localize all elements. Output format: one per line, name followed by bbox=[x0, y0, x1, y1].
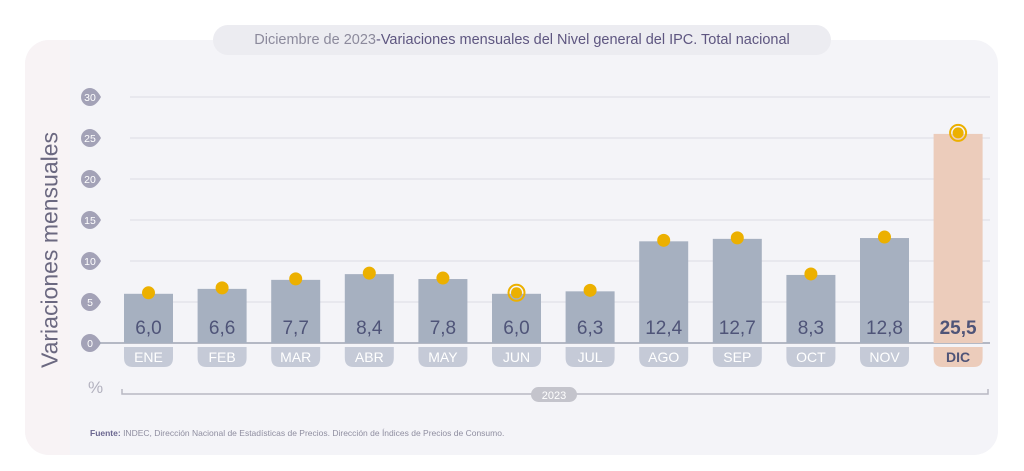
year-pill bbox=[531, 387, 577, 402]
y-tick-bubble bbox=[81, 252, 101, 270]
month-label: FEB bbox=[208, 349, 235, 365]
value-label: 6,3 bbox=[577, 318, 603, 339]
bar-abr bbox=[344, 274, 394, 343]
bar-ene bbox=[124, 293, 173, 343]
marker-dot bbox=[436, 271, 450, 285]
title-separator: - bbox=[375, 32, 381, 48]
month-label: JUL bbox=[578, 349, 603, 365]
y-tick-label: 10 bbox=[84, 256, 96, 268]
card-left-strip bbox=[25, 40, 70, 455]
bar-jul bbox=[565, 291, 615, 343]
bar-dic bbox=[933, 133, 983, 343]
y-tick-label: 15 bbox=[84, 215, 96, 227]
value-label: 6,0 bbox=[503, 318, 529, 339]
month-pill bbox=[712, 347, 762, 367]
marker-dot bbox=[952, 127, 964, 139]
value-label: 12,4 bbox=[645, 318, 682, 339]
y-tick-bubble bbox=[81, 211, 101, 229]
marker-dot bbox=[657, 233, 671, 247]
bar-may bbox=[418, 279, 468, 343]
bar-ago bbox=[639, 241, 689, 343]
month-pill bbox=[933, 347, 983, 367]
marker-ring bbox=[949, 123, 968, 142]
month-pill bbox=[786, 347, 836, 367]
y-tick-label: 0 bbox=[87, 338, 93, 350]
month-label: ENE bbox=[134, 349, 163, 365]
marker-dot bbox=[215, 281, 229, 295]
month-pill bbox=[197, 347, 247, 367]
month-pill bbox=[344, 347, 394, 367]
marker-dot bbox=[362, 266, 376, 280]
value-label: 6,0 bbox=[135, 318, 161, 339]
title-main: Variaciones mensuales del Nivel general … bbox=[380, 32, 790, 48]
source-label: Fuente: bbox=[90, 428, 121, 438]
month-pill bbox=[271, 347, 321, 367]
month-label: MAY bbox=[428, 349, 458, 365]
y-tick-bubble bbox=[81, 129, 101, 147]
bar-mar bbox=[271, 279, 321, 343]
value-label: 8,4 bbox=[356, 318, 383, 339]
month-pill bbox=[860, 347, 909, 367]
chart-title: Diciembre de 2023 - Variaciones mensuale… bbox=[213, 25, 831, 55]
month-pill bbox=[492, 347, 541, 367]
y-tick-label: 25 bbox=[84, 133, 96, 145]
value-label: 12,7 bbox=[719, 318, 756, 339]
value-label: 6,6 bbox=[209, 318, 235, 339]
month-pill bbox=[639, 347, 689, 367]
bar-jun bbox=[492, 293, 541, 343]
bar-feb bbox=[197, 288, 247, 343]
value-label: 12,8 bbox=[866, 318, 903, 339]
y-tick-bubble bbox=[81, 293, 101, 311]
bar-oct bbox=[786, 274, 836, 343]
marker-dot bbox=[583, 283, 597, 297]
month-label: AGO bbox=[648, 349, 679, 365]
value-label: 7,7 bbox=[282, 318, 308, 339]
value-label: 8,3 bbox=[798, 318, 824, 339]
value-label: 25,5 bbox=[940, 318, 977, 339]
month-label: ABR bbox=[355, 349, 384, 365]
y-unit-label: % bbox=[88, 378, 104, 397]
marker-dot bbox=[804, 267, 818, 281]
year-label: 2023 bbox=[542, 390, 566, 402]
y-tick-label: 20 bbox=[84, 174, 96, 186]
month-label: DIC bbox=[946, 349, 970, 365]
source-text: INDEC, Dirección Nacional de Estadística… bbox=[120, 428, 505, 438]
month-label: SEP bbox=[723, 349, 751, 365]
chart-card bbox=[25, 40, 998, 455]
marker-dot bbox=[289, 272, 303, 286]
month-label: NOV bbox=[869, 349, 900, 365]
marker-dot bbox=[142, 286, 155, 300]
month-pill bbox=[565, 347, 615, 367]
y-tick-bubble bbox=[81, 88, 101, 106]
month-label: OCT bbox=[796, 349, 826, 365]
month-label: MAR bbox=[280, 349, 311, 365]
source-note: Fuente: INDEC, Dirección Nacional de Est… bbox=[90, 428, 504, 438]
month-label: JUN bbox=[503, 349, 530, 365]
y-tick-label: 5 bbox=[87, 297, 93, 309]
month-pill bbox=[124, 347, 173, 367]
title-prefix: Diciembre de 2023 bbox=[254, 32, 376, 48]
bar-sep bbox=[712, 238, 762, 343]
marker-dot bbox=[730, 231, 744, 245]
marker-dot bbox=[511, 287, 522, 299]
value-label: 7,8 bbox=[430, 318, 456, 339]
bar-nov bbox=[860, 238, 909, 343]
y-tick-bubble bbox=[81, 170, 101, 188]
y-tick-bubble bbox=[81, 334, 101, 352]
y-tick-label: 30 bbox=[84, 92, 96, 104]
month-pill bbox=[418, 347, 468, 367]
marker-dot bbox=[878, 230, 891, 244]
marker-ring bbox=[507, 283, 526, 302]
